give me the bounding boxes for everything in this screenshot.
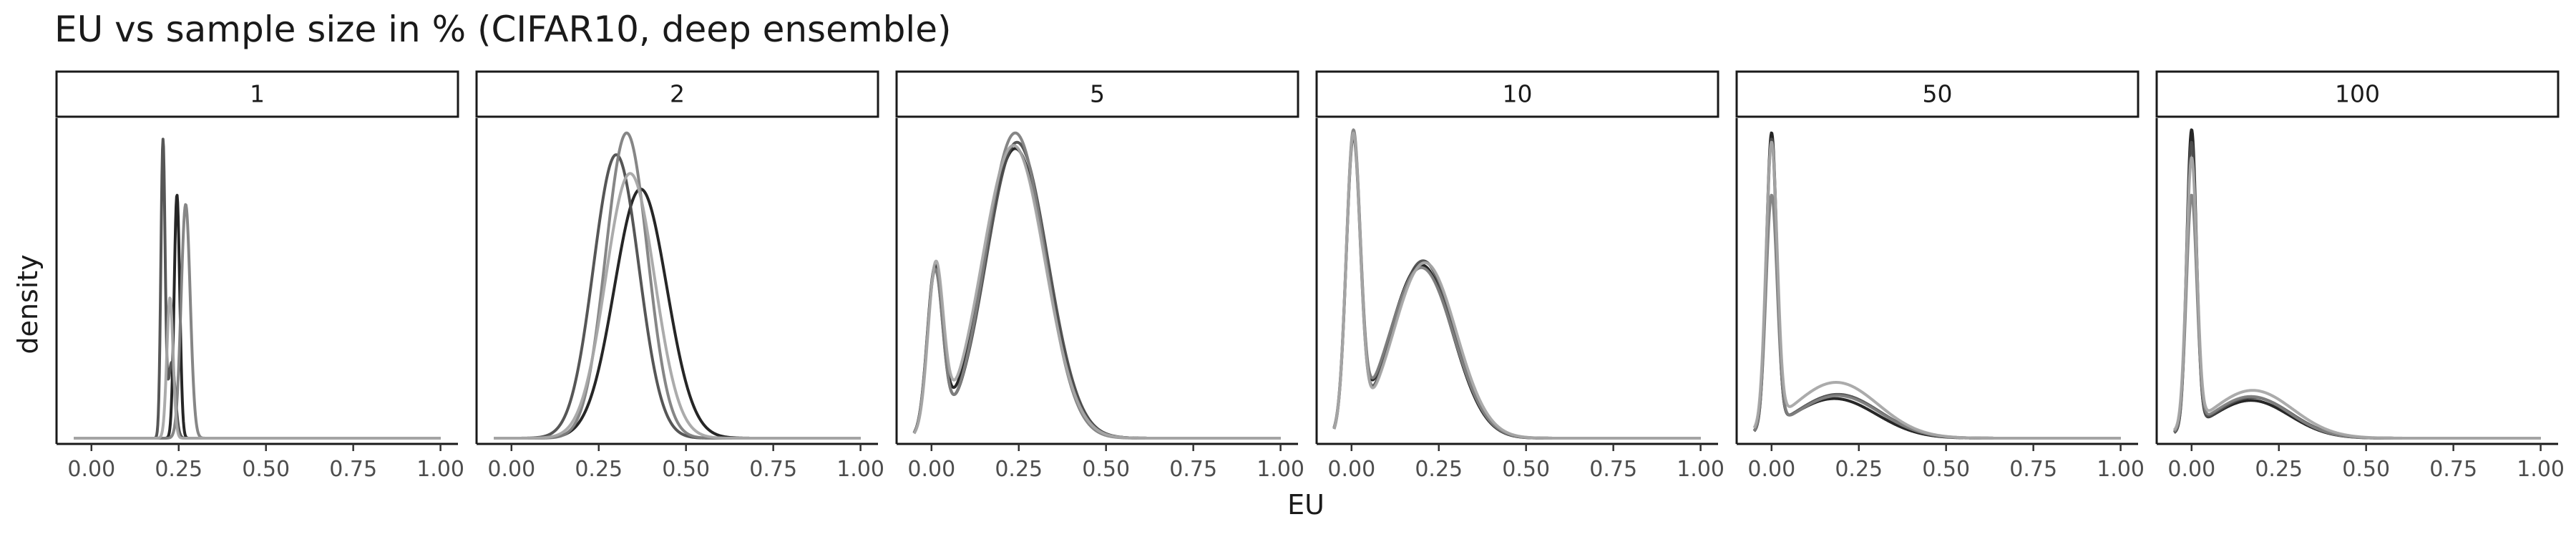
density-curve-4: [73, 296, 441, 440]
density-curve-3: [1332, 128, 1702, 440]
x-tick-label: 1.00: [836, 457, 884, 482]
x-tick-label: 0.50: [2342, 457, 2390, 482]
facet-strip: [895, 70, 1299, 118]
density-curve-4: [2172, 156, 2542, 440]
density-curve-1: [912, 147, 1282, 440]
x-tick-label: 0.25: [155, 457, 203, 482]
y-axis-title: density: [12, 254, 44, 354]
x-tick-label: 0.25: [995, 457, 1043, 482]
x-tick-label: 0.50: [1922, 457, 1970, 482]
density-curve-2: [2173, 140, 2542, 440]
density-curve-3: [912, 131, 1282, 440]
x-tick-label: 0.25: [575, 457, 623, 482]
x-tick-label: 0.00: [907, 457, 955, 482]
facet-panel-100: 100 0.00 0.25 0.50 0.75 1.00: [2155, 70, 2565, 482]
density-curve-3: [1752, 193, 2122, 440]
x-tick-label: 1.00: [2517, 457, 2565, 482]
facet-panel-50: 50 0.00 0.25 0.50 0.75 1.00: [1735, 70, 2145, 482]
density-curve-1: [73, 193, 441, 440]
x-tick-label: 1.00: [416, 457, 464, 482]
x-tick-label: 1.00: [1677, 457, 1724, 482]
facet-strip: [1735, 70, 2140, 118]
facet-strip-label: 1: [250, 80, 265, 108]
density-curve-3: [73, 203, 441, 440]
x-tick-label: 0.25: [1415, 457, 1463, 482]
x-tick-label: 0.00: [1327, 457, 1375, 482]
density-curve-4: [1752, 140, 2122, 440]
x-tick-label: 0.00: [487, 457, 535, 482]
x-tick-label: 0.50: [1082, 457, 1130, 482]
x-tick-label: 0.75: [1169, 457, 1217, 482]
density-curve-1: [1332, 131, 1702, 440]
x-tick-label: 0.75: [2429, 457, 2477, 482]
x-tick-label: 0.75: [749, 457, 797, 482]
facet-strip: [55, 70, 459, 118]
facet-panel-2: 2 0.00 0.25 0.50 0.75 1.00: [475, 70, 884, 482]
facet-strip-label: 10: [1503, 80, 1533, 108]
facet-panels: 1 0.00 0.25 0.50 0.75 1.00 2 0.00 0.25 0.50 0.75 1.…: [55, 70, 2565, 482]
facet-panel-10: 10 0.00 0.25 0.50 0.75 1.00: [1315, 70, 1724, 482]
x-tick-label: 0.75: [1589, 457, 1637, 482]
density-curve-4: [1332, 131, 1702, 440]
x-tick-label: 0.00: [67, 457, 115, 482]
x-axis-title: EU: [1287, 489, 1324, 521]
x-tick-label: 0.25: [2255, 457, 2303, 482]
chart-title: EU vs sample size in % (CIFAR10, deep en…: [54, 9, 951, 50]
x-tick-label: 0.50: [1502, 457, 1550, 482]
density-curve-3: [2173, 193, 2542, 440]
facet-panel-5: 5 0.00 0.25 0.50 0.75 1.00: [895, 70, 1304, 482]
density-curve-4: [912, 144, 1282, 440]
density-curve-2: [912, 140, 1282, 440]
x-tick-label: 0.00: [1747, 457, 1795, 482]
density-curve-4: [493, 172, 862, 440]
facet-strip-label: 50: [1923, 80, 1953, 108]
density-curve-1: [2173, 128, 2542, 440]
facet-strip: [1315, 70, 1719, 118]
facet-panel-1: 1 0.00 0.25 0.50 0.75 1.00: [55, 70, 464, 482]
facet-strip: [2155, 70, 2560, 118]
x-tick-label: 0.50: [242, 457, 290, 482]
facet-strip-label: 2: [670, 80, 685, 108]
x-tick-label: 0.75: [2009, 457, 2057, 482]
density-curve-2: [73, 137, 441, 440]
density-curve-2: [1332, 135, 1702, 440]
x-tick-label: 0.00: [2167, 457, 2215, 482]
facet-strip-label: 5: [1090, 80, 1105, 108]
facet-strip-label: 100: [2335, 80, 2380, 108]
x-tick-label: 1.00: [2097, 457, 2145, 482]
x-tick-label: 0.25: [1835, 457, 1883, 482]
x-tick-label: 1.00: [1257, 457, 1304, 482]
facet-strip: [475, 70, 879, 118]
x-tick-label: 0.75: [329, 457, 377, 482]
x-tick-label: 0.50: [662, 457, 710, 482]
